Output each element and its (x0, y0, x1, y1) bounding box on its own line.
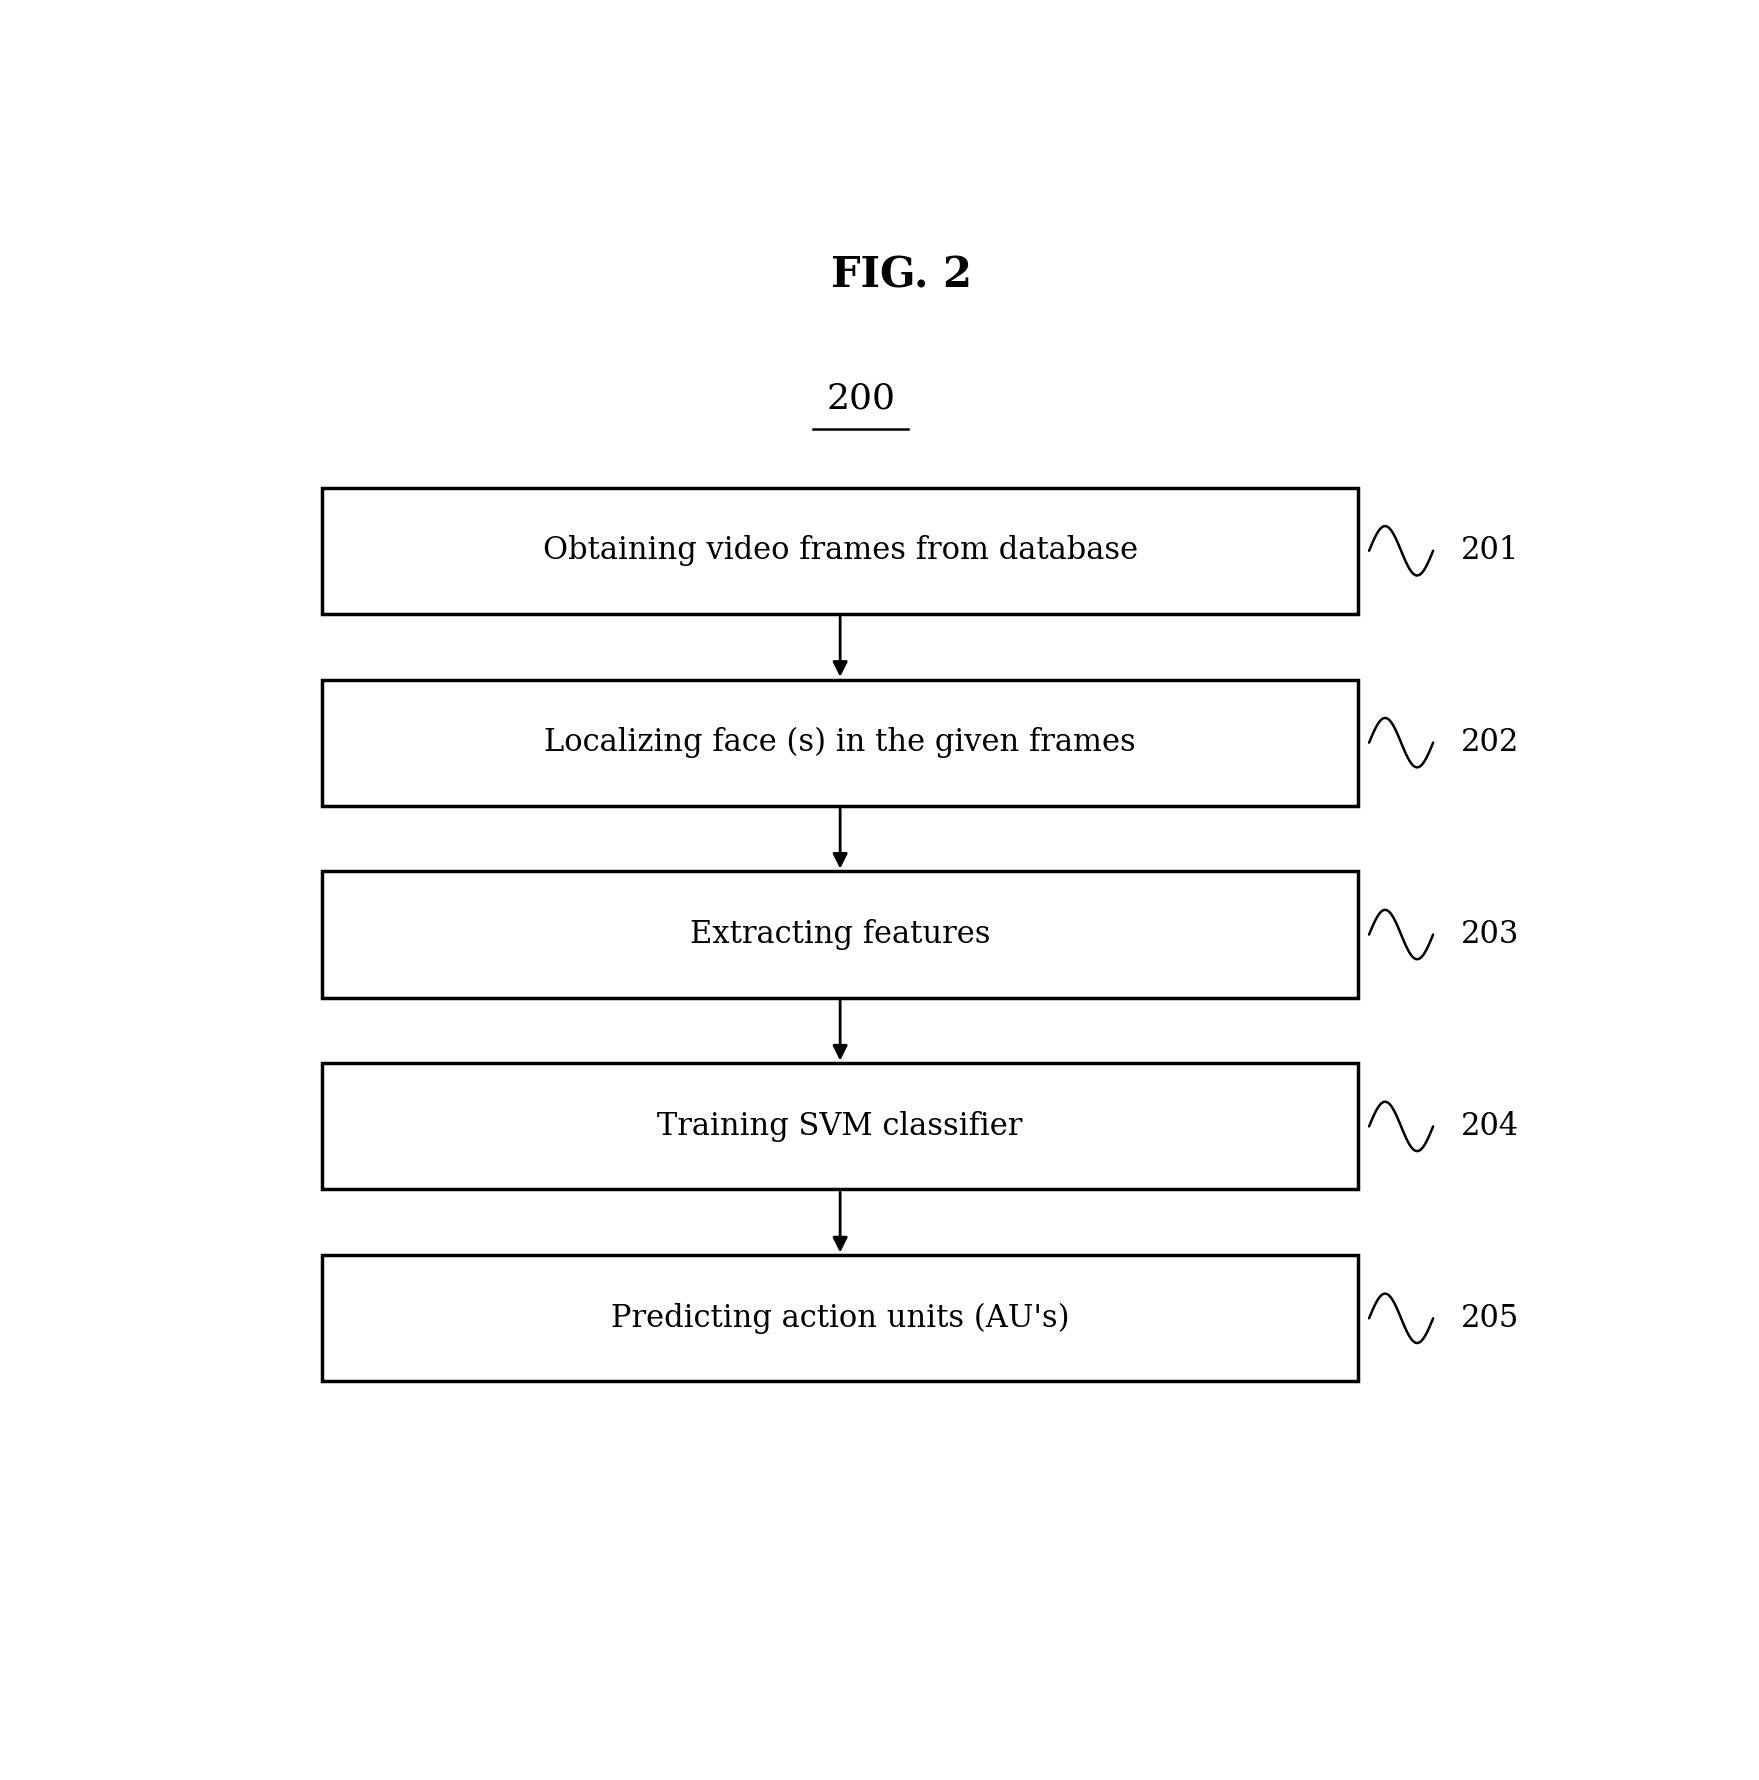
Text: 200: 200 (827, 381, 895, 417)
Text: 202: 202 (1460, 728, 1518, 758)
Text: Training SVM classifier: Training SVM classifier (658, 1111, 1022, 1143)
Bar (322, 1255, 1358, 1381)
Bar (322, 488, 1358, 614)
Text: Extracting features: Extracting features (690, 918, 990, 951)
Text: Predicting action units (AU's): Predicting action units (AU's) (610, 1303, 1069, 1333)
Bar (322, 872, 1358, 997)
Text: FIG. 2: FIG. 2 (830, 255, 973, 295)
Text: Obtaining video frames from database: Obtaining video frames from database (542, 536, 1138, 566)
Text: 201: 201 (1460, 536, 1518, 566)
Bar (322, 680, 1358, 806)
Text: 203: 203 (1460, 918, 1518, 951)
Text: 204: 204 (1460, 1111, 1518, 1143)
Text: Localizing face (s) in the given frames: Localizing face (s) in the given frames (544, 726, 1136, 758)
Bar (322, 1063, 1358, 1189)
Text: 205: 205 (1460, 1303, 1518, 1333)
